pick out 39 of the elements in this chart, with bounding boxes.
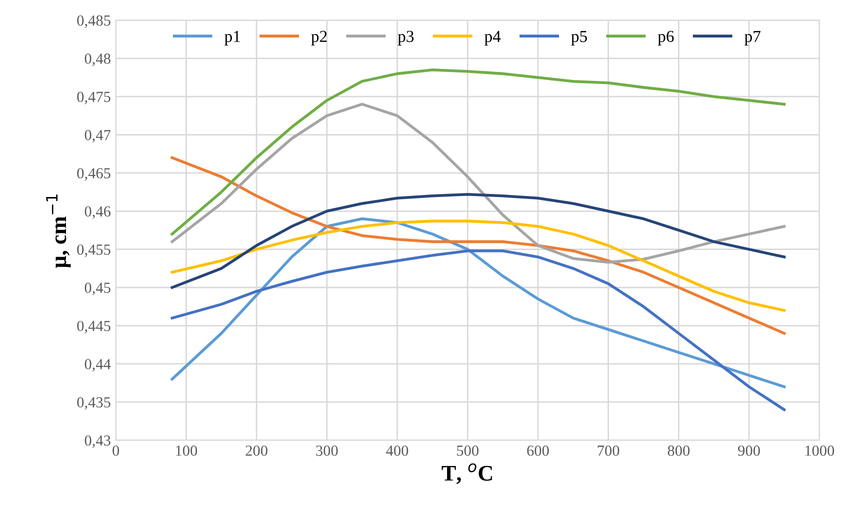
y-tick-label: 0,465	[77, 168, 110, 181]
x-tick-label: 1000	[805, 446, 834, 456]
line-series	[170, 156, 786, 335]
legend-label: p4	[484, 30, 501, 46]
y-tick-label: 0,455	[77, 244, 110, 257]
legend-label: p2	[311, 30, 327, 46]
x-tick-label: 100	[176, 446, 198, 456]
legend-label: p5	[571, 30, 587, 46]
x-tick-label: 900	[738, 446, 760, 456]
line-series	[170, 249, 786, 412]
y-tick-label: 0,47	[84, 130, 111, 142]
line-series	[170, 217, 786, 388]
x-axis-title: T, $^{o}$C	[442, 463, 492, 484]
y-tick-label: 0,445	[77, 320, 110, 334]
legend-label: p1	[224, 30, 240, 46]
x-tick-label: 0	[112, 446, 120, 456]
y-tick-label: 0,485	[77, 15, 110, 28]
y-tick-label: 0,45	[84, 282, 110, 296]
x-tick-label: 200	[246, 446, 268, 456]
y-tick-label: 0,435	[77, 397, 110, 410]
y-axis-title: μ, cm$^{−1}$	[46, 194, 71, 268]
y-tick-label: 0,43	[84, 435, 110, 448]
y-tick-label: 0,48	[84, 54, 110, 66]
x-tick-label: 500	[457, 446, 478, 456]
y-tick-label: 0,46	[84, 206, 111, 219]
line-series	[170, 102, 786, 264]
legend-label: p6	[658, 30, 674, 46]
legend-label: p7	[744, 30, 760, 46]
x-tick-label: 800	[668, 446, 690, 456]
legend-label: p3	[398, 30, 414, 46]
y-tick-label: 0,475	[77, 92, 110, 104]
line-series	[170, 220, 786, 312]
x-tick-label: 400	[386, 446, 408, 456]
line-series	[170, 68, 786, 236]
line-series	[170, 192, 786, 289]
x-tick-label: 600	[527, 446, 549, 456]
y-tick-label: 0,44	[84, 359, 111, 372]
x-tick-label: 300	[316, 446, 338, 456]
x-tick-label: 700	[598, 446, 620, 456]
